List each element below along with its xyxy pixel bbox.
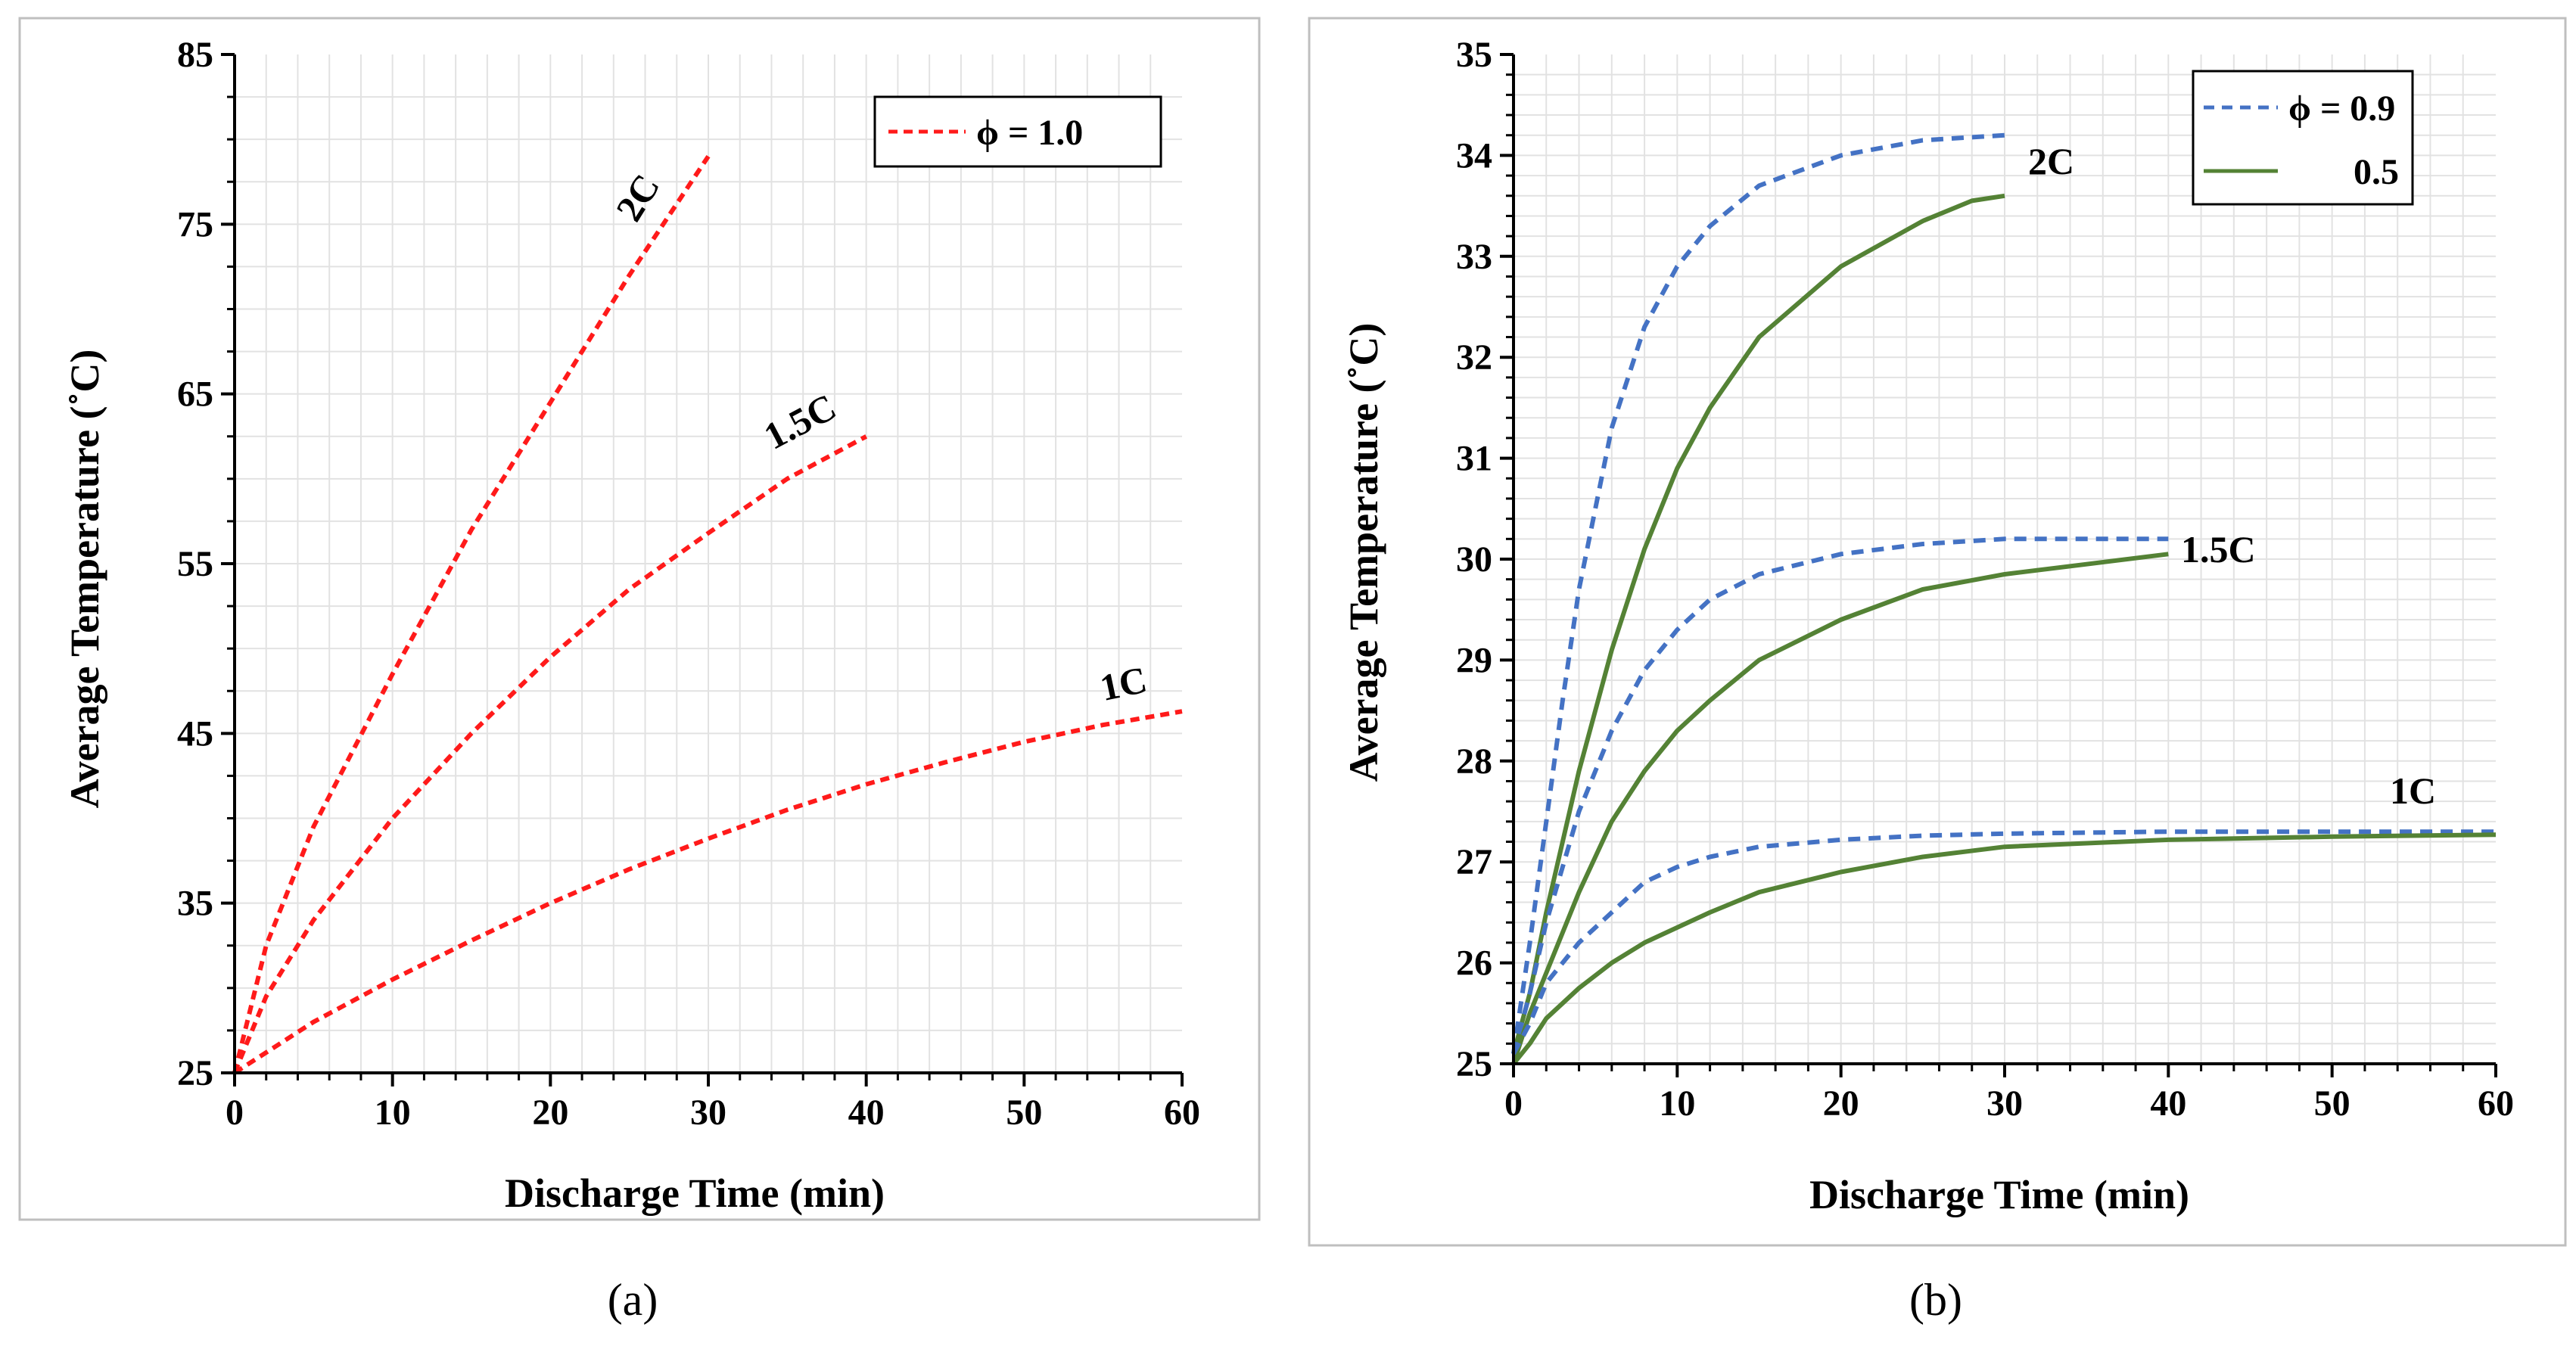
panel-b-y-tick-label: 34 — [1456, 135, 1492, 176]
panel-a-label-1c: 1C — [1097, 658, 1150, 709]
panel-a-x-tick-label: 40 — [848, 1093, 885, 1133]
panel-a-x-tick-label: 0 — [226, 1093, 244, 1133]
panel-b-x-tick-label: 0 — [1504, 1083, 1523, 1124]
panel-b-ticks: 25 26 27 28 29 30 31 32 33 34 35 0 10 20 30 40 50 60 — [1456, 35, 2514, 1124]
panel-b-y-tick-label: 27 — [1456, 842, 1492, 882]
panel-a-y-tick-label: 75 — [177, 204, 213, 244]
panel-a-y-tick-label: 45 — [177, 713, 213, 754]
panel-b-x-tick-label: 50 — [2314, 1083, 2350, 1124]
panel-b-legend-label-0: ϕ = 0.9 — [2288, 89, 2395, 129]
panel-b-y-tick-label: 32 — [1456, 337, 1492, 378]
panel-a-y-tick-label: 85 — [177, 35, 213, 75]
panel-a-frame — [18, 17, 1261, 1221]
panel-b-x-tick-label: 40 — [2150, 1083, 2186, 1124]
panel-b-label-1c: 1C — [2390, 769, 2436, 812]
panel-b-legend-label-1: 0.5 — [2354, 152, 2399, 192]
panel-a-y-tick-label: 25 — [177, 1053, 213, 1093]
panel-b-caption: (b) — [1909, 1275, 1962, 1325]
panel-b-legend: ϕ = 0.9 0.5 — [2192, 70, 2414, 206]
panel-a-ticks: 25 35 45 55 65 75 85 0 10 20 30 40 50 60 — [177, 35, 1200, 1133]
panel-a-x-tick-label: 50 — [1006, 1093, 1042, 1133]
panel-b-y-tick-label: 25 — [1456, 1044, 1492, 1084]
panel-b-legend-box — [2192, 70, 2414, 206]
panel-a-x-tick-label: 20 — [532, 1093, 568, 1133]
panel-b-y-tick-label: 28 — [1456, 741, 1492, 782]
panel-b-series-2c-phi-0-5 — [1511, 193, 2005, 1055]
panel-b-series-1-5c-phi-0-5 — [1511, 552, 2169, 1065]
panel-a-series — [232, 154, 1183, 1075]
panel-b-label-2c: 2C — [2028, 140, 2074, 182]
panel-a-x-tick-label: 30 — [690, 1093, 726, 1133]
panel-a-legend-label: ϕ = 1.0 — [976, 113, 1083, 153]
panel-a-grid — [235, 54, 1182, 1073]
panel-a-x-tick-label: 10 — [375, 1093, 411, 1133]
panel-a-y-tick-label: 55 — [177, 544, 213, 584]
panel-a-y-tick-label: 35 — [177, 884, 213, 924]
panel-b-grid — [1514, 54, 2496, 1064]
panel-a-series-1c — [233, 709, 1183, 1075]
panel-b-y-tick-label: 33 — [1456, 237, 1492, 277]
panel-b-series-1c-phi-0-5 — [1511, 832, 2497, 1065]
panel-b: 25 26 27 28 29 30 31 32 33 34 35 0 10 20 30 40 50 60 Disc… — [1308, 17, 2567, 1325]
panel-a-x-tick-label: 60 — [1164, 1093, 1200, 1133]
panel-b-xlabel: Discharge Time (min) — [1809, 1172, 2189, 1217]
panel-b-y-tick-label: 31 — [1456, 439, 1492, 479]
panel-a-ylabel: Average Temperature (˚C) — [62, 350, 107, 809]
panel-b-series — [1511, 132, 2497, 1065]
panel-b-x-tick-label: 30 — [1986, 1083, 2023, 1124]
panel-b-x-tick-label: 10 — [1659, 1083, 1695, 1124]
panel-a-series-1-5c — [232, 434, 868, 1074]
panel-b-y-tick-label: 26 — [1456, 943, 1492, 984]
panel-b-x-tick-label: 60 — [2478, 1083, 2514, 1124]
panel-b-series-1c-phi-0-9 — [1511, 829, 2496, 1055]
panel-b-x-tick-label: 20 — [1823, 1083, 1859, 1124]
panel-a-series-2c — [232, 154, 711, 1074]
panel-b-y-tick-label: 35 — [1456, 35, 1492, 75]
panel-b-y-tick-label: 29 — [1456, 640, 1492, 680]
panel-b-series-1-5c-phi-0-9 — [1511, 536, 2169, 1055]
panel-b-label-1-5c: 1.5C — [2181, 528, 2256, 570]
panel-a-caption: (a) — [608, 1275, 658, 1325]
panel-a-y-tick-label: 65 — [177, 375, 213, 415]
panel-b-series-2c-phi-0-9 — [1511, 132, 2005, 1055]
panel-a: 25 35 45 55 65 75 85 0 10 20 30 40 50 60 Discharge Ti… — [18, 17, 1261, 1325]
panel-a-xlabel: Discharge Time (min) — [505, 1170, 885, 1216]
panel-a-legend: ϕ = 1.0 — [873, 95, 1162, 168]
panel-b-ylabel: Average Temperature (˚C) — [1341, 323, 1386, 782]
panel-b-y-tick-label: 30 — [1456, 539, 1492, 580]
